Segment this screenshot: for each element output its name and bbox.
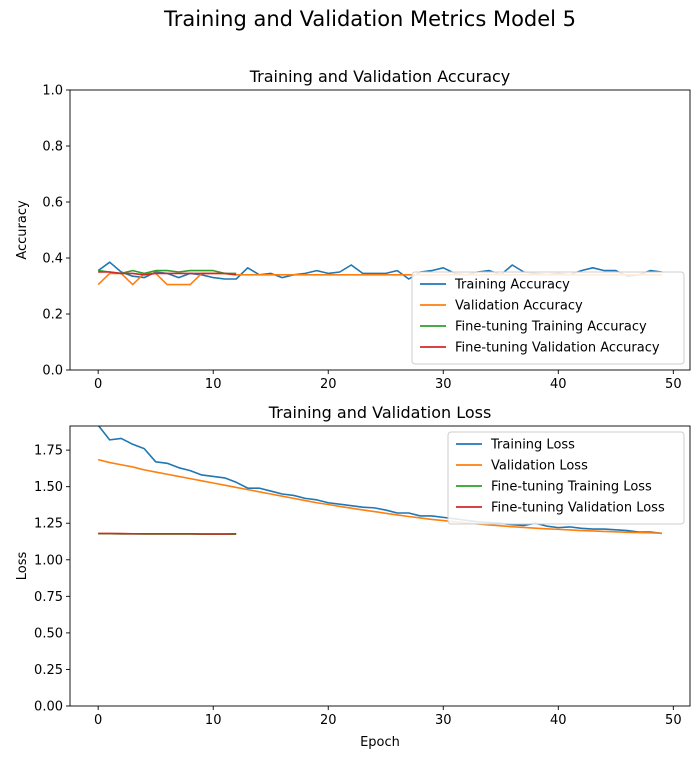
chart0-y-tick-label: 0.6 [42,196,63,211]
chart1-x-axis-label: Epoch [360,735,400,750]
chart0-y-tick-label: 1.0 [42,84,63,99]
chart1-y-tick-label: 0.00 [34,700,63,715]
chart1-series-training-loss [97,426,662,535]
chart0-legend-label-validation-accuracy: Validation Accuracy [455,299,583,314]
chart1-x-tick-label: 40 [550,713,567,728]
chart0-y-tick-label: 0.4 [42,252,63,267]
chart1-y-tick-label: 1.25 [34,517,63,532]
chart0-axes-frame [69,89,691,371]
chart0-x-tick-label: 10 [205,377,222,392]
chart0-x-tick-label: 20 [320,377,337,392]
chart0-legend-box [411,271,685,365]
chart0-y-tick-label: 0.2 [42,308,63,323]
chart0-x-tick-label: 0 [94,377,102,392]
chart1-y-tick-label: 1.50 [34,480,63,495]
accuracy-chart: Training and Validation Accuracy 0 10 20 30 4… [15,67,691,392]
chart1-legend-label-training-loss: Training Loss [490,438,575,453]
chart1-legend-label-validation-loss: Validation Loss [491,459,588,474]
chart1-series-validation-loss [97,458,662,534]
chart0-title: Training and Validation Accuracy [249,67,511,86]
chart1-title: Training and Validation Loss [268,403,492,422]
chart0-legend-label-fine-tuning-validation-accuracy: Fine-tuning Validation Accuracy [455,341,660,356]
chart0-y-axis-label: Accuracy [15,200,30,260]
chart1-y-axis-label: Loss [15,552,30,581]
chart0-x-tick-label: 50 [665,377,682,392]
chart1-x-tick-label: 10 [205,713,222,728]
chart1-x-tick-label: 50 [665,713,682,728]
chart0-legend-label-fine-tuning-training-accuracy: Fine-tuning Training Accuracy [455,320,647,335]
chart0-series-fine-tuning-validation-accuracy [98,271,237,276]
chart0-y-tick-label: 0.8 [42,140,63,155]
chart1-y-tick-label: 1.00 [34,553,63,568]
chart0-legend: Training Accuracy Validation Accuracy Fine… [411,271,685,365]
loss-chart: Training and Validation Loss 0 10 20 30 40 50 0… [15,403,691,750]
chart1-legend-box [447,431,685,525]
chart1-x-tick-label: 30 [435,713,452,728]
chart1-y-tick-label: 0.75 [34,590,63,605]
chart0-y-tick-label: 0.0 [42,364,63,379]
chart1-legend-label-fine-tuning-training-loss: Fine-tuning Training Loss [491,480,652,495]
chart1-x-tick-label: 20 [320,713,337,728]
chart1-legend: Training Loss Validation Loss Fine-tuning … [447,431,685,525]
chart0-x-tick-label: 30 [435,377,452,392]
chart1-x-tick-label: 0 [94,713,102,728]
chart1-axes-frame [69,425,691,707]
chart1-y-tick-label: 1.75 [34,444,63,459]
chart1-y-tick-label: 0.25 [34,663,63,678]
figure-suptitle: Training and Validation Metrics Model 5 [163,7,576,31]
chart0-x-tick-label: 40 [550,377,567,392]
chart1-y-tick-label: 0.50 [34,626,63,641]
chart0-legend-label-training-accuracy: Training Accuracy [454,278,570,293]
chart1-legend-label-fine-tuning-validation-loss: Fine-tuning Validation Loss [491,501,665,516]
